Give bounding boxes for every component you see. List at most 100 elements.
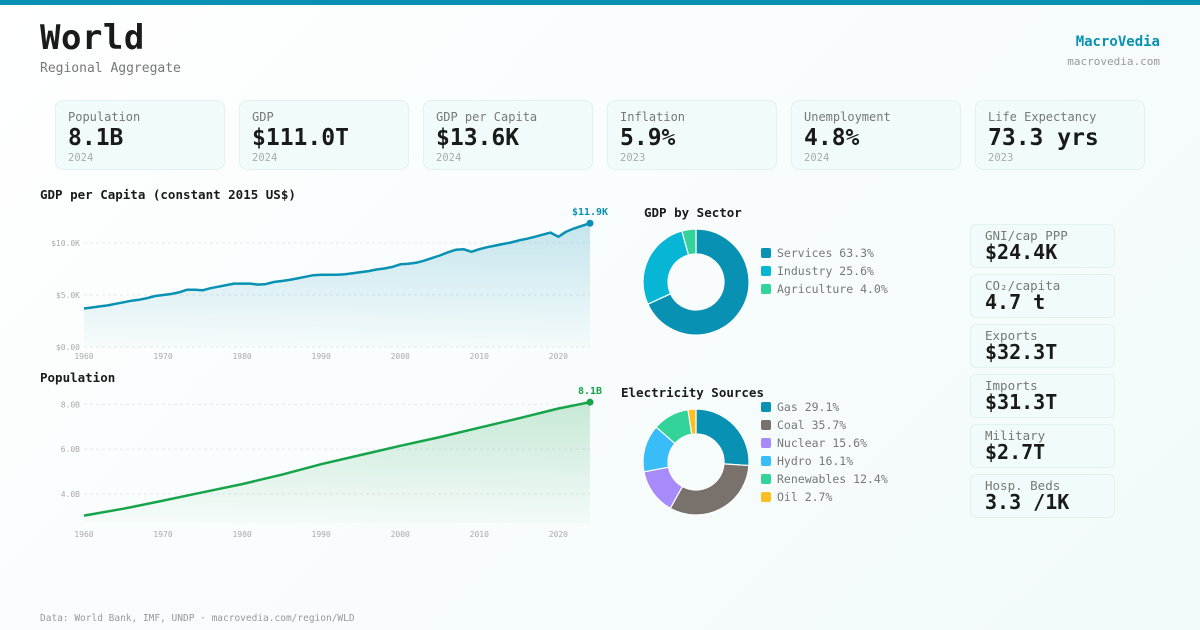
brand-logo[interactable]: MacroVedia [1075, 34, 1160, 50]
legend-item-industry: Industry 25.6% [761, 262, 888, 280]
legend-item-oil: Oil 2.7% [761, 488, 888, 506]
legend-swatch [761, 456, 771, 466]
gdp-per-capita-chart: $0.00 $5.0K $10.0K 1960 1970 1980 1990 2000 2010… [51, 207, 608, 361]
x-tick-label: 1970 [153, 530, 172, 539]
stat-value: $24.4K [985, 240, 1058, 264]
stat-label: GNI/cap PPP [985, 228, 1068, 243]
gdp-by-sector-donut [642, 228, 750, 336]
side-stats: GNI/cap PPP $24.4K CO₂/capita 4.7 t Expo… [970, 224, 1115, 518]
brand-url[interactable]: macrovedia.com [1067, 55, 1160, 68]
stat-label: CO₂/capita [985, 278, 1061, 293]
x-tick-label: 2010 [470, 352, 489, 361]
donut-slice-gas [695, 408, 750, 467]
sector-chart-title: GDP by Sector [644, 205, 742, 220]
kpi-year: 2024 [68, 152, 94, 164]
x-tick-label: 2020 [549, 530, 568, 539]
area-fill [84, 223, 590, 347]
series-line [83, 400, 591, 517]
stat-value: 3.3 /1K [985, 490, 1070, 514]
end-point-marker [586, 219, 594, 227]
stat-label: Exports [985, 328, 1038, 343]
kpi-card-unemployment: Unemployment 4.8% 2024 [791, 100, 961, 170]
kpi-card-population: Population 8.1B 2024 [55, 100, 225, 170]
end-value-label: 8.1B [578, 386, 602, 397]
kpi-value: 5.9% [620, 125, 676, 151]
legend-label: Hydro 16.1% [777, 454, 854, 468]
stat-label: Imports [985, 378, 1038, 393]
donut-slice-coal [669, 463, 750, 516]
legend-swatch [761, 266, 771, 276]
kpi-year: 2023 [988, 152, 1014, 164]
stat-card-exports: Exports $32.3T [970, 324, 1115, 368]
legend-item-renewables: Renewables 12.4% [761, 470, 888, 488]
kpi-label: GDP [252, 110, 274, 124]
kpi-value: $13.6K [436, 125, 520, 151]
top-accent-bar [0, 0, 1200, 5]
legend-swatch [761, 492, 771, 502]
x-tick-label: 2010 [470, 530, 489, 539]
page-title: World [40, 18, 145, 58]
stat-value: $31.3T [985, 390, 1058, 414]
stat-card-gni: GNI/cap PPP $24.4K [970, 224, 1115, 268]
kpi-label: GDP per Capita [436, 110, 538, 124]
kpi-value: 4.8% [804, 125, 860, 151]
x-tick-label: 1990 [312, 530, 331, 539]
population-chart-title: Population [40, 370, 116, 385]
legend-swatch [761, 402, 771, 412]
x-tick-label: 1990 [312, 352, 331, 361]
kpi-value: 8.1B [68, 125, 124, 151]
kpi-cards: Population 8.1B 2024 GDP $111.0T 2024 GD… [55, 100, 1145, 170]
donut-slice-services [647, 228, 750, 336]
y-tick-label: 4.0B [61, 490, 80, 499]
y-tick-label: $10.0K [51, 239, 80, 248]
legend-label: Oil 2.7% [777, 490, 833, 504]
donut-slice-oil [687, 408, 697, 436]
gdp-chart-title: GDP per Capita (constant 2015 US$) [40, 187, 296, 202]
legend-item-nuclear: Nuclear 15.6% [761, 434, 888, 452]
stat-card-hospital-beds: Hosp. Beds 3.3 /1K [970, 474, 1115, 518]
x-tick-label: 1960 [74, 530, 93, 539]
page-subtitle: Regional Aggregate [40, 61, 181, 76]
kpi-label: Population [68, 110, 141, 124]
stat-card-military: Military $2.7T [970, 424, 1115, 468]
y-tick-label: $5.0K [56, 291, 80, 300]
kpi-year: 2024 [436, 152, 462, 164]
sector-legend: Services 63.3% Industry 25.6% Agricultur… [761, 244, 888, 298]
legend-label: Renewables 12.4% [777, 472, 888, 486]
kpi-value: $111.0T [252, 125, 349, 151]
x-tick-label: 2000 [391, 352, 410, 361]
legend-swatch [761, 438, 771, 448]
stat-card-imports: Imports $31.3T [970, 374, 1115, 418]
kpi-year: 2024 [804, 152, 830, 164]
x-tick-label: 1980 [232, 352, 251, 361]
kpi-year: 2024 [252, 152, 278, 164]
stat-value: $32.3T [985, 340, 1058, 364]
kpi-card-gdp: GDP $111.0T 2024 [239, 100, 409, 170]
legend-item-coal: Coal 35.7% [761, 416, 888, 434]
kpi-label: Inflation [620, 110, 686, 124]
y-tick-label: 6.0B [61, 445, 80, 454]
stat-label: Military [985, 428, 1046, 443]
legend-label: Coal 35.7% [777, 418, 847, 432]
end-point-marker [586, 398, 594, 406]
legend-swatch [761, 420, 771, 430]
legend-swatch [761, 474, 771, 484]
x-tick-label: 1970 [153, 352, 172, 361]
kpi-value: 73.3 yrs [988, 125, 1099, 151]
kpi-card-inflation: Inflation 5.9% 2023 [607, 100, 777, 170]
legend-item-services: Services 63.3% [761, 244, 888, 262]
legend-label: Services 63.3% [777, 246, 874, 260]
series-line [83, 222, 591, 310]
footer-source[interactable]: Data: World Bank, IMF, UNDP · macrovedia… [40, 613, 355, 624]
electricity-chart-title: Electricity Sources [621, 385, 764, 400]
x-tick-label: 2020 [549, 352, 568, 361]
x-tick-label: 1960 [74, 352, 93, 361]
legend-label: Nuclear 15.6% [777, 436, 868, 450]
electricity-sources-donut [642, 408, 750, 516]
stat-label: Hosp. Beds [985, 478, 1061, 493]
legend-label: Agriculture 4.0% [777, 282, 888, 296]
legend-item-agriculture: Agriculture 4.0% [761, 280, 888, 298]
legend-label: Industry 25.6% [777, 264, 874, 278]
legend-label: Gas 29.1% [777, 400, 840, 414]
legend-item-gas: Gas 29.1% [761, 398, 888, 416]
